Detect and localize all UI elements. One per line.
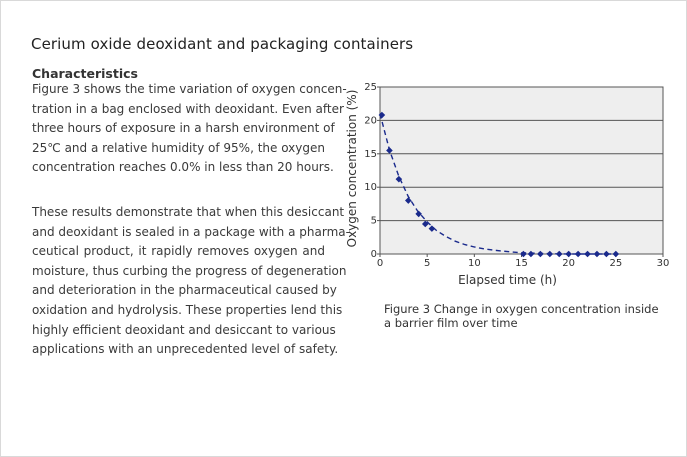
paragraph-line: tration in a bag enclosed with deoxidant… (32, 101, 344, 116)
x-axis-title: Elapsed time (h) (458, 273, 557, 287)
data-point (555, 250, 563, 258)
paragraph-line: and deterioration in the pharmaceutical … (32, 283, 337, 298)
y-tick-label: 0 (371, 249, 377, 260)
caption-line: a barrier film over time (384, 316, 518, 330)
y-tick-label: 20 (364, 115, 377, 126)
trend-line (379, 113, 616, 255)
paragraph-line: concentration reaches 0.0% in less than … (32, 160, 334, 175)
paragraph-2: These results demonstrate that when this… (32, 203, 350, 360)
data-point (527, 250, 535, 258)
paragraph-line: three hours of exposure in a harsh envir… (32, 121, 335, 136)
paragraph-line: moisture, thus curbing the progress of d… (32, 263, 347, 278)
x-tick-label: 0 (377, 258, 383, 269)
paragraph-line: and deoxidant is sealed in a package wit… (32, 224, 350, 239)
plot-background (379, 86, 664, 255)
page-title: Cerium oxide deoxidant and packaging con… (31, 35, 414, 53)
x-tick-label: 30 (657, 258, 670, 269)
x-tick-label: 5 (424, 258, 430, 269)
data-point (603, 250, 610, 258)
y-tick-label: 5 (371, 216, 377, 227)
data-point (520, 250, 527, 258)
paragraph-line: ceutical product, it rapidly removes oxy… (32, 244, 325, 259)
y-tick-label: 10 (364, 182, 377, 193)
axes: 0 5 10 15 20 25 0 5 10 15 20 25 30 (364, 82, 669, 269)
paragraph-line: oxidation and hydrolysis. These properti… (32, 302, 343, 317)
caption-line: Figure 3 Change in oxygen concentration … (384, 302, 659, 316)
paragraph-1: Figure 3 shows the time variation of oxy… (32, 80, 347, 178)
data-point (574, 250, 582, 258)
data-point (428, 225, 436, 232)
paragraph-line: 25℃ and a relative humidity of 95%, the … (32, 140, 325, 155)
y-axis-title: Oxygen concentration (%) (345, 90, 359, 248)
data-point (537, 250, 544, 258)
x-tick-label: 25 (609, 258, 622, 269)
y-tick-label: 15 (364, 149, 377, 160)
paragraph-line: highly efficient deoxidant and desiccant… (32, 322, 336, 337)
x-tick-label: 10 (468, 258, 481, 269)
paragraph-line: These results demonstrate that when this… (32, 205, 345, 219)
y-tick-label: 25 (364, 82, 377, 93)
plot-area (379, 86, 664, 255)
x-tick-label: 15 (515, 258, 528, 269)
data-point (565, 250, 572, 258)
section-heading: Characteristics (32, 66, 138, 81)
data-point (415, 210, 422, 218)
figure-caption: Figure 3 Change in oxygen concentration … (384, 302, 659, 330)
paragraph-line: applications with an unprecedented level… (32, 342, 339, 357)
data-point (421, 220, 429, 228)
paragraph-line: Figure 3 shows the time variation of oxy… (32, 82, 347, 96)
data-point (612, 250, 620, 258)
oxygen-chart: 0 5 10 15 20 25 0 5 10 15 20 25 30 Elapsed time (h) … (341, 73, 681, 293)
data-point (546, 250, 554, 258)
x-tick-label: 20 (562, 258, 575, 269)
